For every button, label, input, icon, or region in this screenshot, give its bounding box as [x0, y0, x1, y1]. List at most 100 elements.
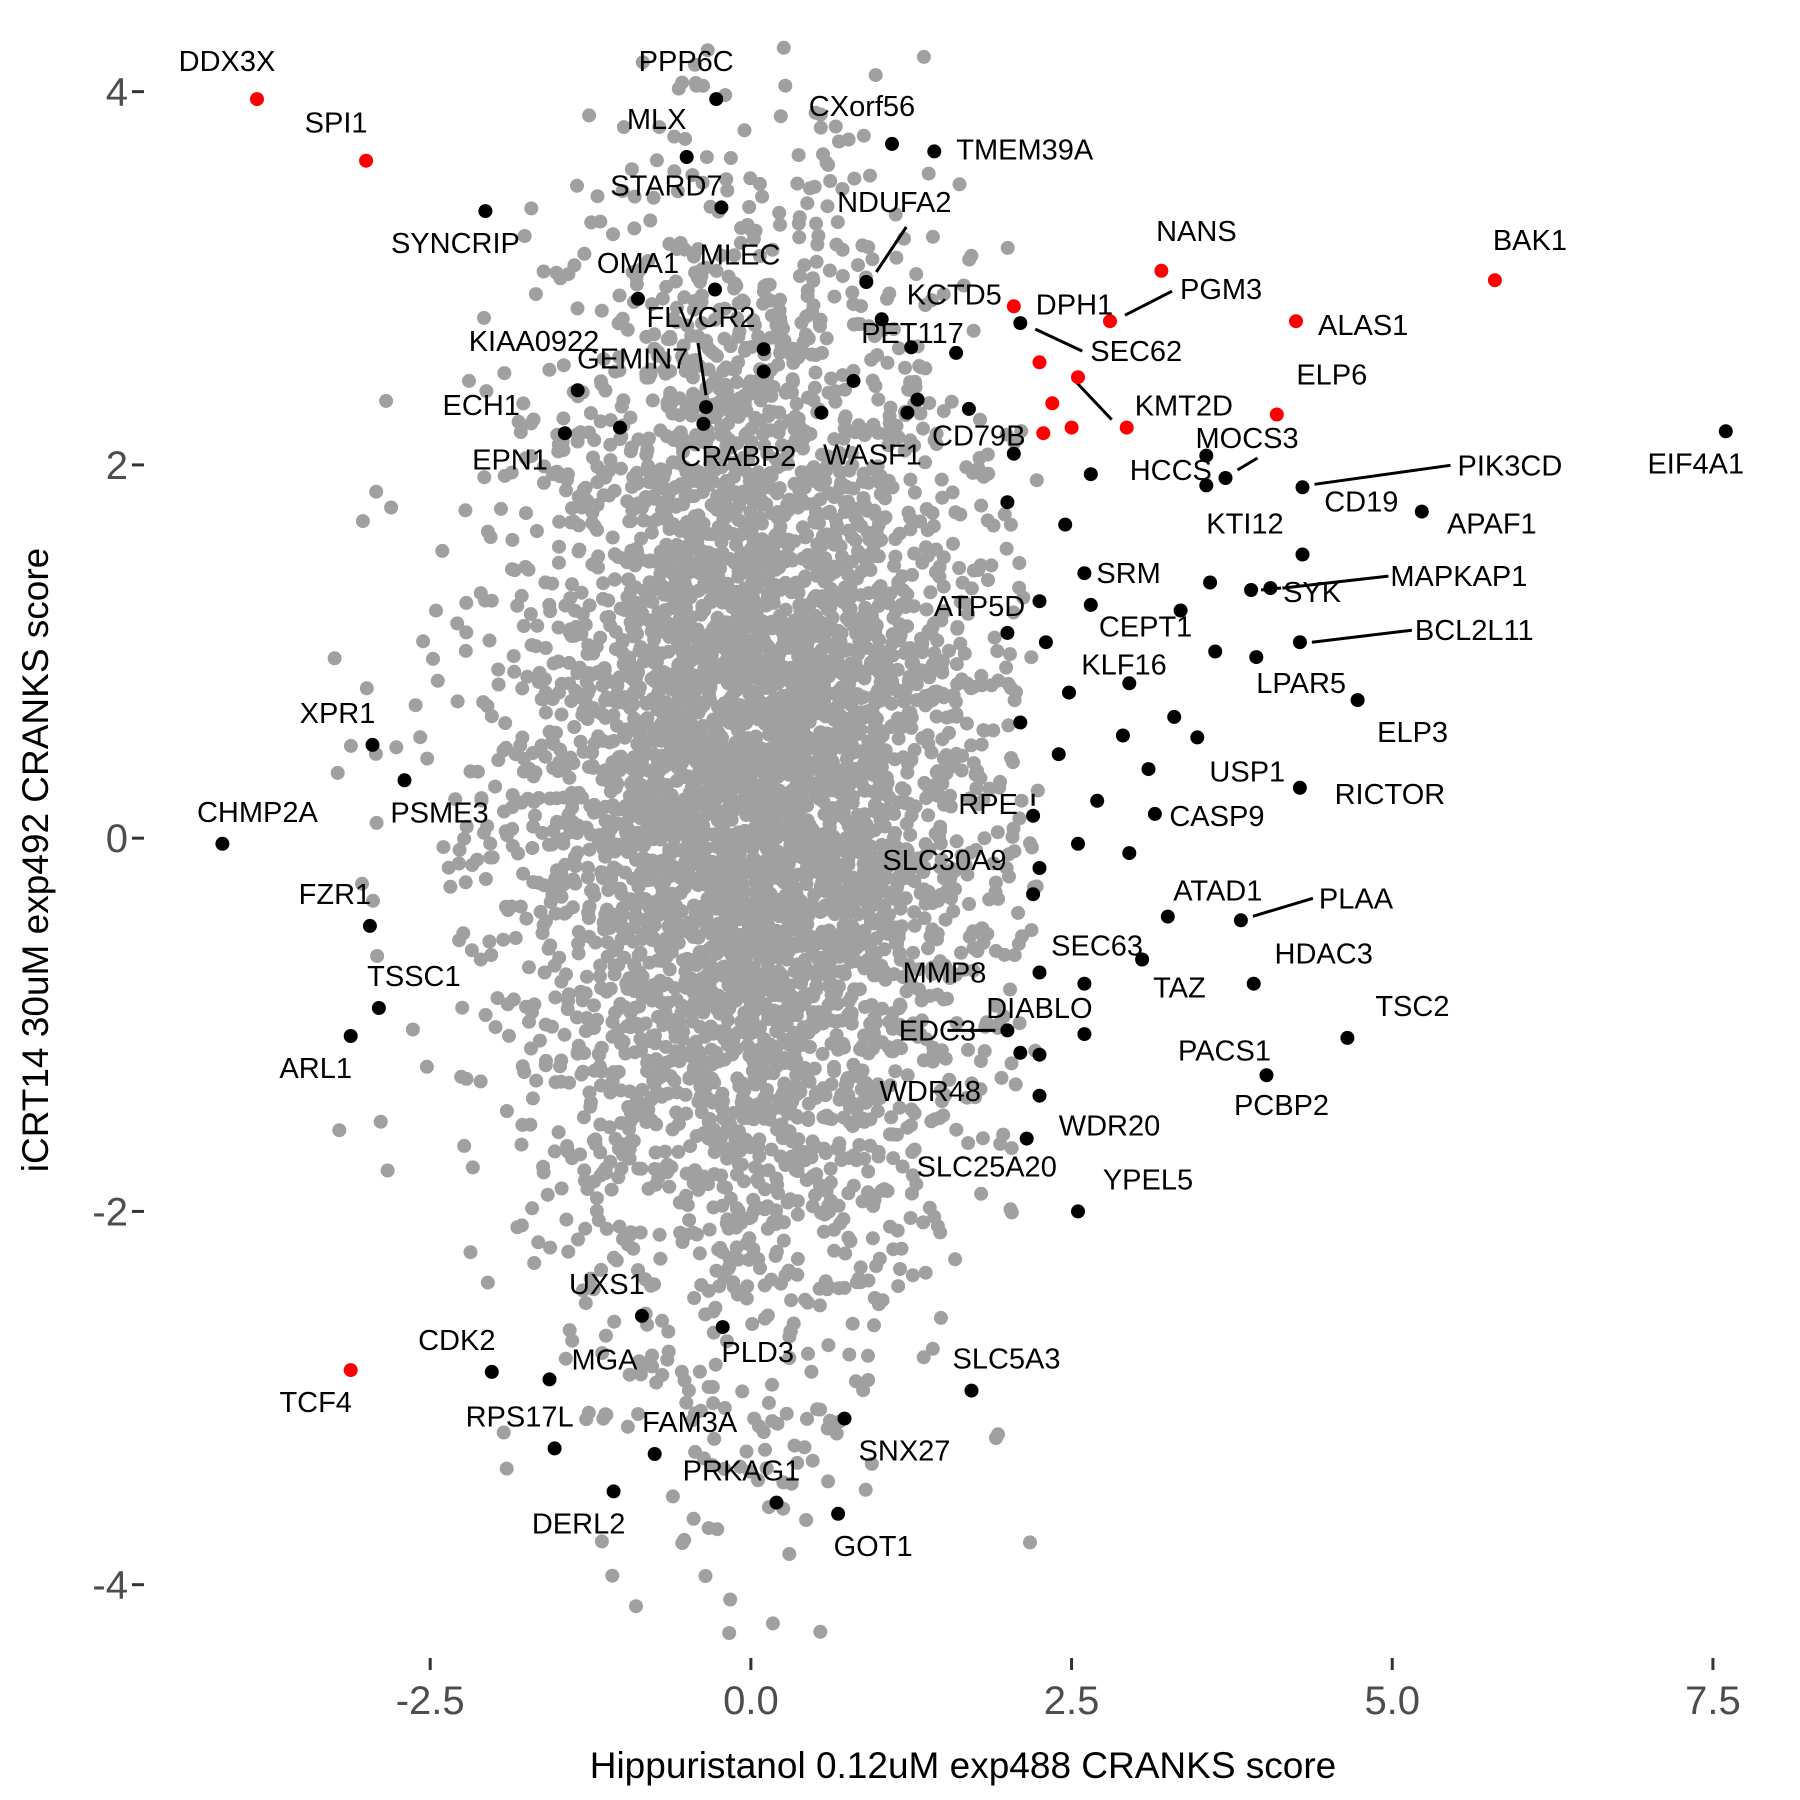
background-point	[834, 680, 849, 695]
background-point	[706, 1026, 721, 1041]
background-point	[719, 1216, 734, 1231]
background-point	[671, 1116, 686, 1131]
background-point	[829, 592, 843, 607]
background-point	[574, 627, 589, 642]
background-point	[773, 582, 788, 597]
background-point	[749, 555, 764, 570]
background-point	[846, 881, 861, 896]
background-point	[369, 484, 384, 499]
background-point	[868, 68, 883, 83]
background-point	[784, 1293, 799, 1308]
background-point	[609, 642, 623, 657]
background-point	[917, 775, 932, 790]
background-point	[640, 463, 655, 478]
background-point	[950, 621, 965, 636]
background-point	[1007, 844, 1022, 859]
background-point	[484, 948, 499, 962]
background-point	[692, 979, 706, 994]
background-point	[819, 331, 834, 346]
background-point	[805, 945, 820, 960]
background-point	[596, 591, 610, 606]
background-point	[567, 720, 582, 734]
background-point	[773, 311, 788, 326]
background-point	[816, 794, 831, 809]
background-point	[533, 904, 548, 919]
background-point	[891, 1279, 906, 1294]
background-point	[457, 1138, 472, 1153]
background-point	[643, 798, 657, 813]
background-point	[722, 1148, 737, 1163]
background-point	[800, 196, 815, 211]
background-point	[477, 310, 491, 325]
background-point	[722, 1626, 737, 1640]
background-point	[746, 851, 761, 865]
background-point	[862, 743, 877, 758]
background-point	[593, 1145, 608, 1160]
background-point	[630, 660, 645, 675]
background-point	[844, 445, 859, 460]
background-point	[705, 448, 720, 463]
background-point	[791, 148, 806, 163]
background-point	[729, 683, 744, 698]
background-point	[494, 501, 508, 516]
background-point	[405, 1022, 420, 1037]
background-point	[800, 283, 815, 298]
background-point	[496, 932, 511, 947]
background-point	[640, 812, 655, 826]
background-point	[547, 1144, 562, 1159]
background-point	[976, 469, 991, 484]
background-point	[680, 951, 695, 966]
background-point	[841, 1186, 856, 1201]
background-point	[572, 542, 587, 557]
background-point	[921, 166, 936, 181]
background-point	[946, 536, 960, 551]
background-point	[484, 709, 499, 724]
background-point	[742, 1464, 757, 1479]
background-point	[746, 535, 761, 550]
background-point	[735, 1384, 750, 1399]
background-point	[638, 715, 653, 730]
background-point	[485, 850, 500, 865]
background-point	[934, 852, 949, 867]
background-point	[799, 877, 814, 892]
background-point	[654, 854, 669, 868]
background-point	[692, 1364, 707, 1379]
background-point	[925, 1341, 940, 1356]
background-point	[857, 820, 872, 835]
background-point	[615, 1137, 629, 1152]
background-point	[675, 349, 689, 364]
background-point	[802, 181, 817, 196]
background-point	[513, 899, 528, 914]
background-point	[771, 1018, 785, 1033]
background-point	[833, 539, 848, 554]
background-point	[904, 1118, 918, 1133]
background-point	[858, 553, 873, 568]
background-point	[483, 836, 498, 851]
background-point	[551, 555, 566, 570]
background-point	[653, 1251, 668, 1266]
background-point	[771, 357, 786, 372]
background-point	[652, 1227, 667, 1242]
background-point	[511, 846, 525, 861]
background-point	[450, 694, 465, 709]
background-point	[812, 1281, 827, 1296]
background-point	[634, 1161, 649, 1176]
background-point	[701, 1521, 716, 1536]
background-point	[1023, 1535, 1037, 1550]
background-point	[529, 1073, 544, 1088]
background-point	[655, 1313, 669, 1328]
background-point	[570, 301, 585, 316]
background-point	[599, 610, 614, 625]
background-point	[612, 288, 627, 303]
background-point	[1004, 1205, 1019, 1220]
background-point	[836, 805, 851, 820]
background-point	[738, 1099, 753, 1114]
background-point	[702, 1222, 717, 1237]
background-point	[916, 49, 931, 64]
background-point	[801, 1346, 815, 1361]
background-point	[700, 891, 715, 906]
background-point	[552, 539, 566, 554]
background-point	[671, 624, 686, 639]
background-point	[691, 705, 706, 720]
background-point	[837, 1040, 851, 1055]
